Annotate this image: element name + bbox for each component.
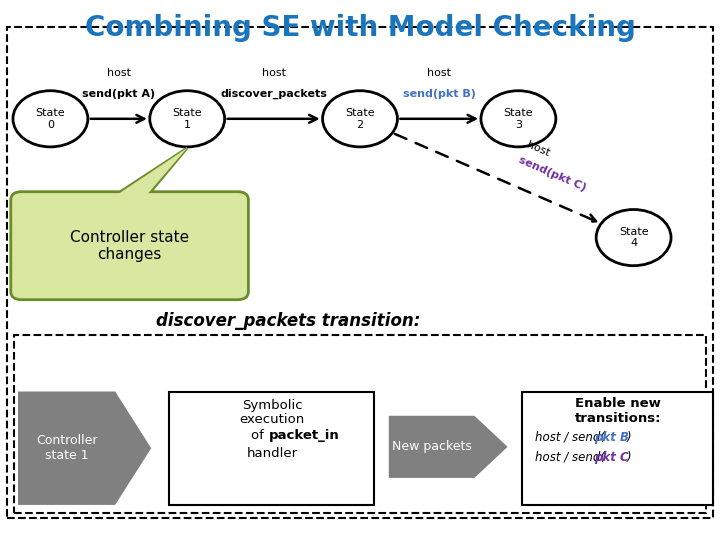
Polygon shape	[18, 392, 151, 505]
Text: send(pkt B): send(pkt B)	[402, 89, 476, 99]
Text: host: host	[107, 68, 131, 78]
FancyBboxPatch shape	[11, 192, 248, 300]
Text: packet_in: packet_in	[269, 429, 339, 442]
Text: Controller
state 1: Controller state 1	[36, 434, 97, 462]
Text: send(pkt A): send(pkt A)	[82, 89, 156, 99]
Text: discover_packets transition:: discover_packets transition:	[156, 312, 420, 330]
Text: discover_packets: discover_packets	[220, 89, 327, 99]
Text: State
4: State 4	[618, 227, 649, 248]
Bar	[14, 335, 706, 513]
Text: pkt B: pkt B	[594, 431, 629, 444]
Text: of: of	[251, 429, 269, 442]
Text: transitions:: transitions:	[575, 412, 661, 425]
Circle shape	[150, 91, 225, 147]
Text: send(pkt C): send(pkt C)	[518, 154, 588, 193]
Text: host / send(: host / send(	[535, 431, 605, 444]
Text: Combining SE with Model Checking: Combining SE with Model Checking	[84, 14, 636, 42]
Text: State
2: State 2	[345, 108, 375, 130]
Text: execution: execution	[240, 413, 305, 426]
Text: New packets: New packets	[392, 440, 472, 454]
Bar	[169, 392, 374, 505]
Text: host / send(: host / send(	[535, 451, 605, 464]
Text: ): )	[627, 431, 631, 444]
Text: State
0: State 0	[35, 108, 66, 130]
Text: ): )	[627, 451, 631, 464]
Text: State
1: State 1	[172, 108, 202, 130]
Text: handler: handler	[246, 447, 298, 460]
Polygon shape	[108, 148, 187, 200]
Polygon shape	[389, 416, 508, 478]
Circle shape	[481, 91, 556, 147]
Polygon shape	[109, 148, 187, 200]
Text: Controller state
changes: Controller state changes	[70, 230, 189, 262]
Text: pkt C: pkt C	[594, 451, 629, 464]
Circle shape	[13, 91, 88, 147]
Text: host: host	[261, 68, 286, 78]
Text: host: host	[526, 140, 552, 159]
Text: Enable new: Enable new	[575, 397, 661, 410]
Bar	[522, 392, 713, 505]
Circle shape	[596, 210, 671, 266]
Text: State
3: State 3	[503, 108, 534, 130]
Text: host: host	[427, 68, 451, 78]
Text: Symbolic: Symbolic	[242, 399, 302, 411]
Circle shape	[323, 91, 397, 147]
